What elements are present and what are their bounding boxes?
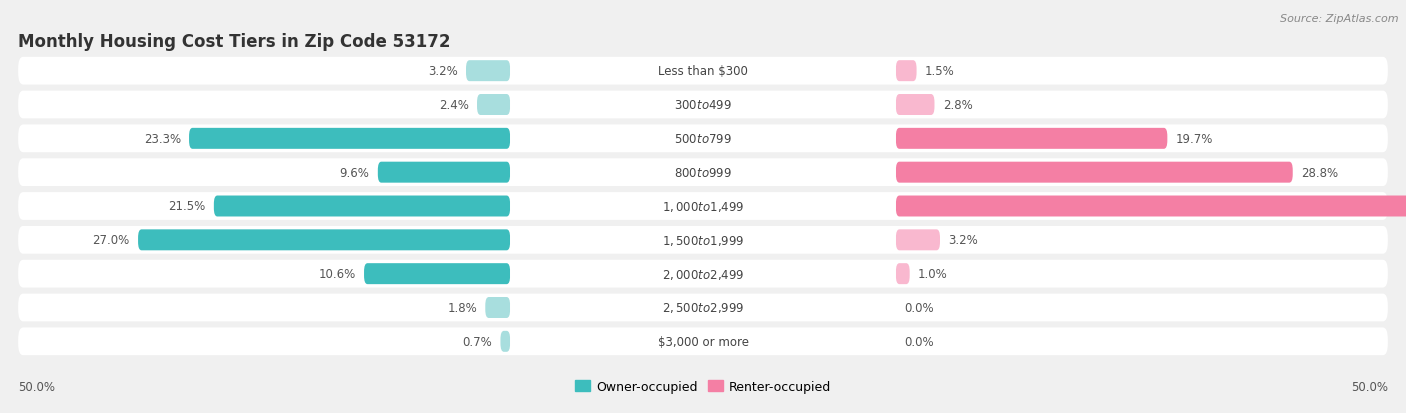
Text: Source: ZipAtlas.com: Source: ZipAtlas.com [1281, 14, 1399, 24]
FancyBboxPatch shape [465, 61, 510, 82]
FancyBboxPatch shape [485, 297, 510, 318]
FancyBboxPatch shape [501, 331, 510, 352]
Text: $500 to $799: $500 to $799 [673, 133, 733, 145]
Text: 21.5%: 21.5% [169, 200, 205, 213]
FancyBboxPatch shape [18, 328, 1388, 355]
Text: Monthly Housing Cost Tiers in Zip Code 53172: Monthly Housing Cost Tiers in Zip Code 5… [18, 33, 451, 50]
FancyBboxPatch shape [510, 331, 896, 352]
Text: 9.6%: 9.6% [340, 166, 370, 179]
Text: 1.5%: 1.5% [925, 65, 955, 78]
FancyBboxPatch shape [214, 196, 510, 217]
FancyBboxPatch shape [510, 230, 896, 251]
Text: 2.8%: 2.8% [943, 99, 973, 112]
FancyBboxPatch shape [18, 226, 1388, 254]
FancyBboxPatch shape [510, 61, 896, 82]
FancyBboxPatch shape [896, 162, 1292, 183]
Text: 19.7%: 19.7% [1175, 133, 1213, 145]
FancyBboxPatch shape [18, 125, 1388, 153]
Text: $2,000 to $2,499: $2,000 to $2,499 [662, 267, 744, 281]
FancyBboxPatch shape [364, 263, 510, 285]
FancyBboxPatch shape [477, 95, 510, 116]
FancyBboxPatch shape [18, 294, 1388, 322]
Text: 3.2%: 3.2% [948, 234, 979, 247]
FancyBboxPatch shape [510, 162, 896, 183]
Text: 28.8%: 28.8% [1301, 166, 1339, 179]
FancyBboxPatch shape [896, 95, 935, 116]
Text: 0.0%: 0.0% [904, 335, 934, 348]
Text: 0.0%: 0.0% [904, 301, 934, 314]
FancyBboxPatch shape [18, 260, 1388, 288]
FancyBboxPatch shape [138, 230, 510, 251]
Text: $800 to $999: $800 to $999 [673, 166, 733, 179]
Text: Less than $300: Less than $300 [658, 65, 748, 78]
Text: 1.0%: 1.0% [918, 268, 948, 280]
Text: $1,500 to $1,999: $1,500 to $1,999 [662, 233, 744, 247]
FancyBboxPatch shape [896, 196, 1406, 217]
Text: $3,000 or more: $3,000 or more [658, 335, 748, 348]
Text: $2,500 to $2,999: $2,500 to $2,999 [662, 301, 744, 315]
Text: $1,000 to $1,499: $1,000 to $1,499 [662, 199, 744, 214]
Text: $300 to $499: $300 to $499 [673, 99, 733, 112]
Text: 1.8%: 1.8% [447, 301, 477, 314]
FancyBboxPatch shape [18, 159, 1388, 187]
Text: 2.4%: 2.4% [439, 99, 468, 112]
FancyBboxPatch shape [510, 128, 896, 150]
FancyBboxPatch shape [188, 128, 510, 150]
Text: 0.7%: 0.7% [463, 335, 492, 348]
FancyBboxPatch shape [896, 263, 910, 285]
Text: 50.0%: 50.0% [1351, 380, 1388, 393]
Text: 23.3%: 23.3% [143, 133, 181, 145]
Text: 3.2%: 3.2% [427, 65, 458, 78]
FancyBboxPatch shape [510, 196, 896, 217]
FancyBboxPatch shape [18, 58, 1388, 85]
Text: 27.0%: 27.0% [93, 234, 129, 247]
FancyBboxPatch shape [510, 263, 896, 285]
FancyBboxPatch shape [510, 297, 896, 318]
FancyBboxPatch shape [18, 192, 1388, 221]
FancyBboxPatch shape [18, 91, 1388, 119]
Text: 10.6%: 10.6% [319, 268, 356, 280]
FancyBboxPatch shape [896, 128, 1167, 150]
FancyBboxPatch shape [378, 162, 510, 183]
Legend: Owner-occupied, Renter-occupied: Owner-occupied, Renter-occupied [569, 375, 837, 398]
FancyBboxPatch shape [896, 230, 941, 251]
FancyBboxPatch shape [510, 95, 896, 116]
Text: 50.0%: 50.0% [18, 380, 55, 393]
FancyBboxPatch shape [896, 61, 917, 82]
